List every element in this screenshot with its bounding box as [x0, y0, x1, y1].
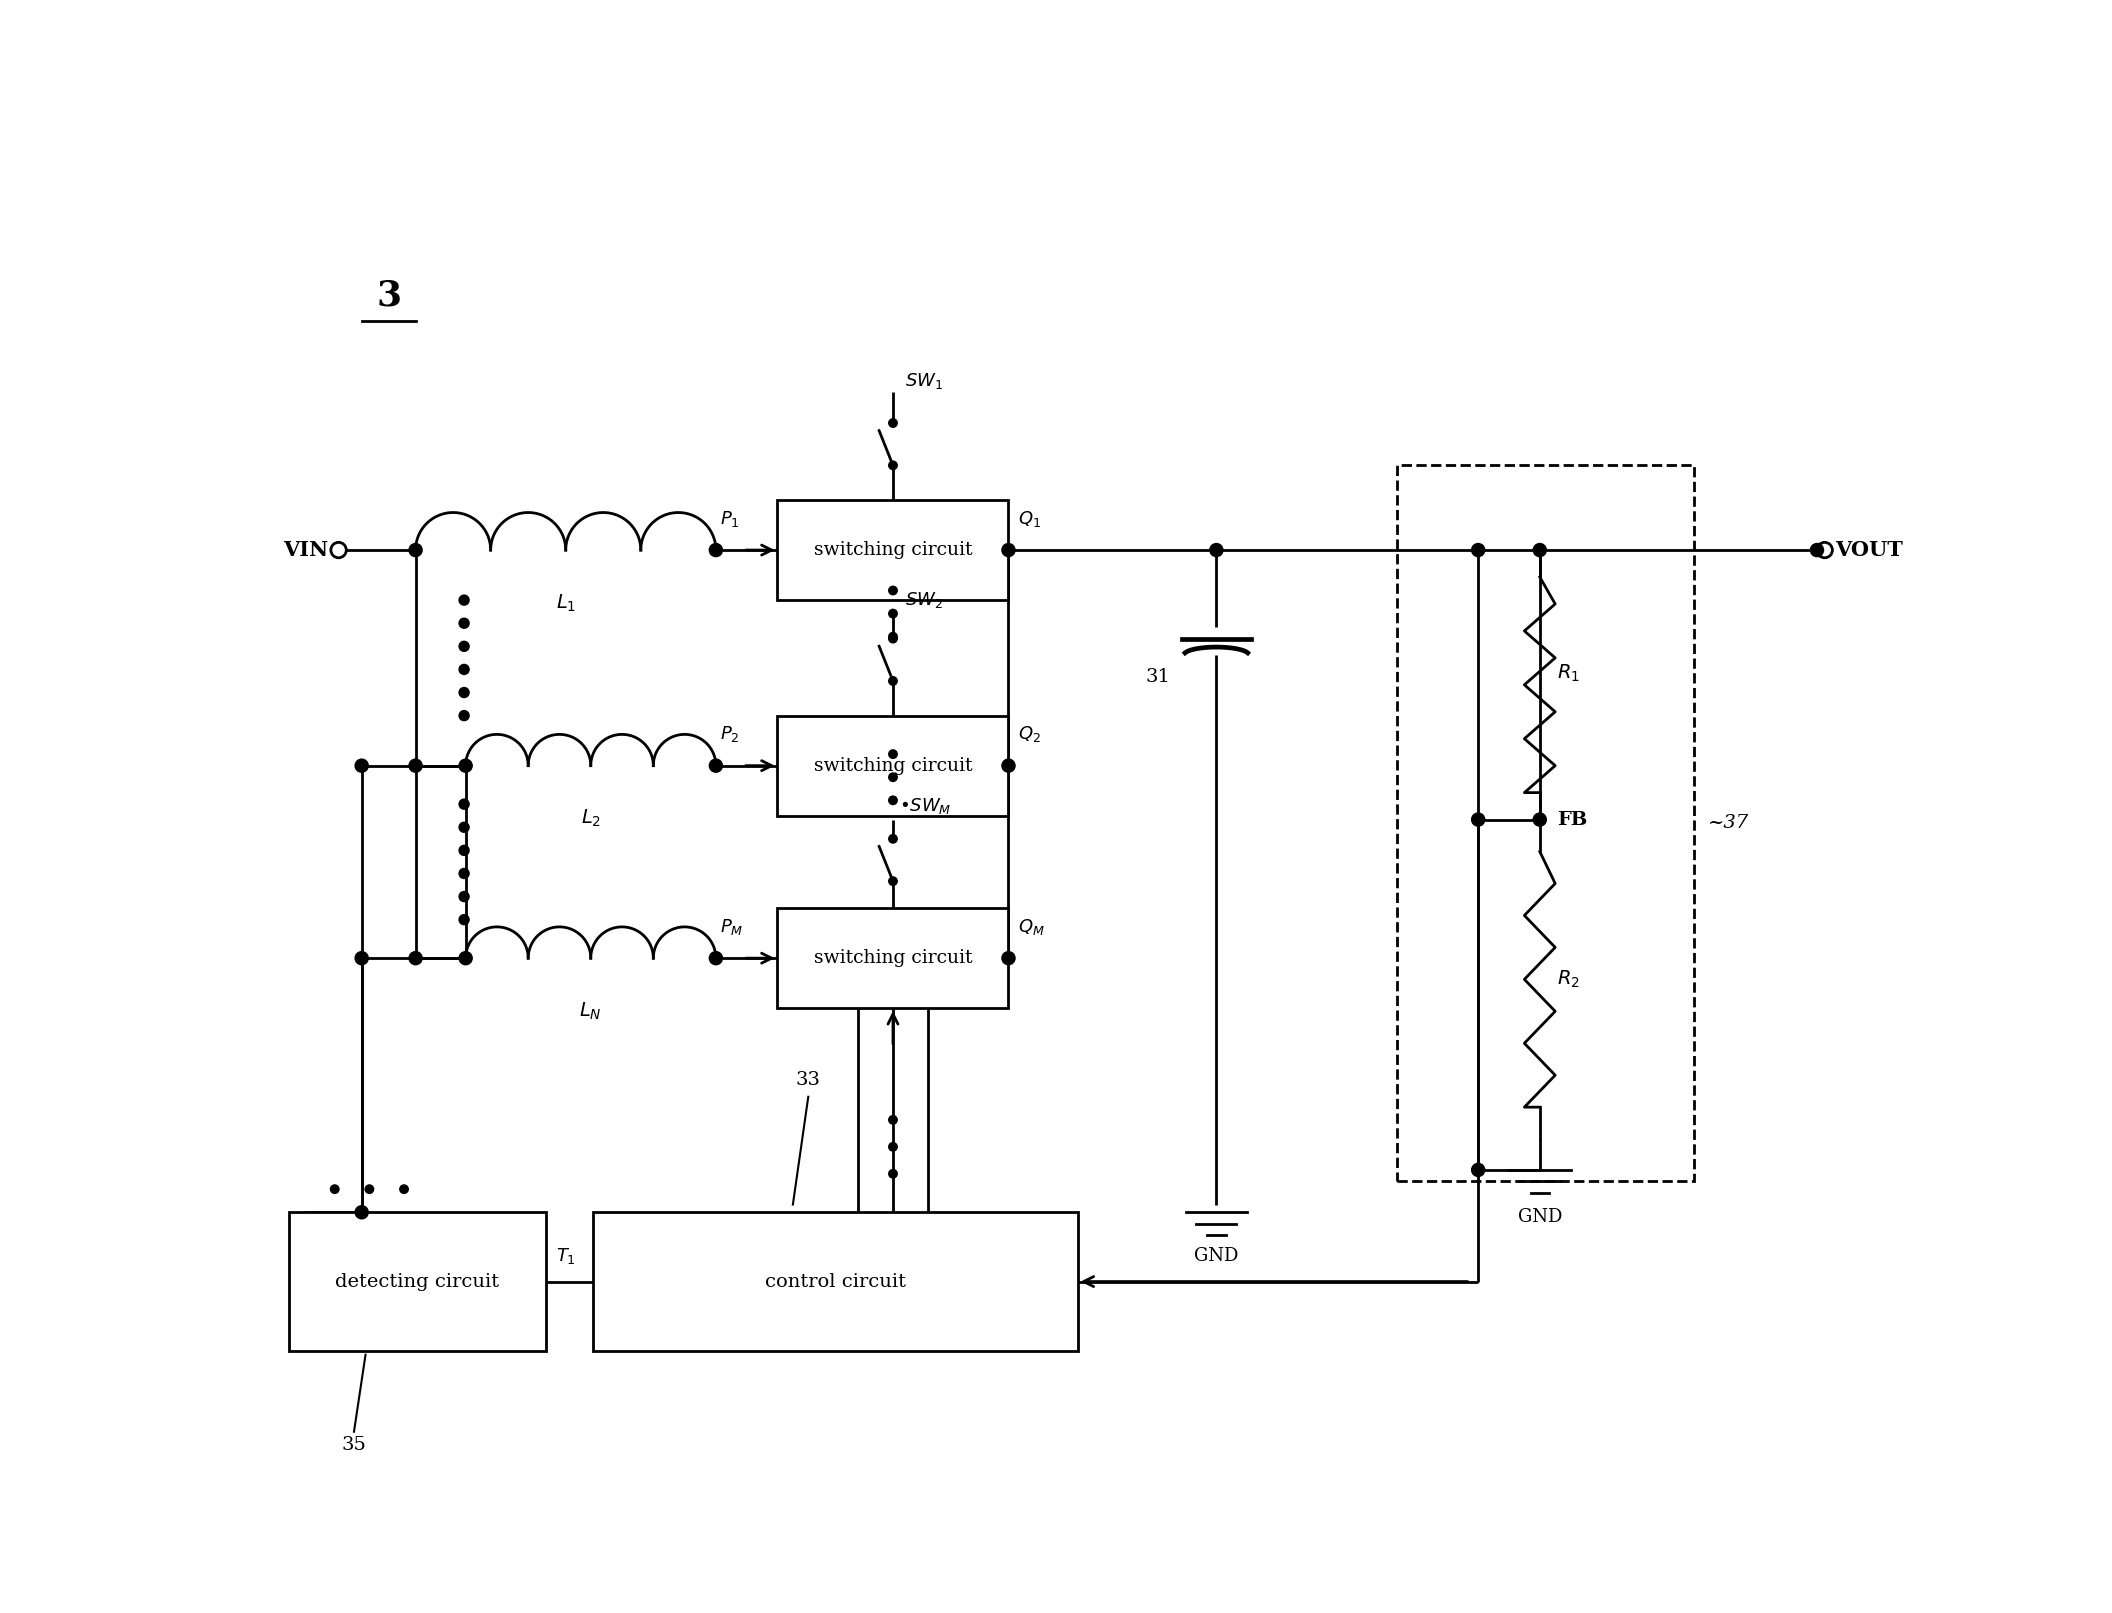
- Text: 33: 33: [796, 1071, 822, 1089]
- Text: $L_N$: $L_N$: [579, 1000, 602, 1021]
- Circle shape: [458, 711, 469, 721]
- Circle shape: [1472, 544, 1485, 556]
- Circle shape: [458, 760, 473, 773]
- Circle shape: [889, 773, 898, 781]
- Text: $L_1$: $L_1$: [555, 592, 577, 613]
- Circle shape: [889, 1169, 898, 1177]
- Circle shape: [1810, 544, 1823, 556]
- Circle shape: [889, 632, 898, 640]
- Circle shape: [458, 618, 469, 627]
- Text: switching circuit: switching circuit: [813, 756, 972, 774]
- Circle shape: [889, 419, 898, 427]
- Text: $L_2$: $L_2$: [581, 808, 600, 829]
- Text: control circuit: control circuit: [765, 1273, 906, 1290]
- Circle shape: [889, 877, 898, 886]
- Text: 3: 3: [376, 279, 401, 313]
- Bar: [593, 1213, 1077, 1350]
- Circle shape: [1472, 1163, 1485, 1176]
- Circle shape: [1210, 544, 1223, 556]
- Text: $SW_1$: $SW_1$: [904, 371, 942, 390]
- Circle shape: [889, 586, 898, 595]
- Circle shape: [710, 544, 722, 556]
- Text: $T_1$: $T_1$: [555, 1247, 577, 1266]
- Circle shape: [1816, 542, 1833, 558]
- Circle shape: [458, 642, 469, 652]
- Circle shape: [458, 952, 473, 965]
- Text: $Q_1$: $Q_1$: [1018, 508, 1041, 529]
- Bar: [1398, 466, 1694, 1181]
- Text: $•SW_M$: $•SW_M$: [900, 797, 953, 816]
- Circle shape: [889, 461, 898, 469]
- Circle shape: [332, 542, 346, 558]
- Bar: [777, 500, 1010, 600]
- Circle shape: [1533, 544, 1546, 556]
- Text: switching circuit: switching circuit: [813, 540, 972, 560]
- Circle shape: [410, 760, 422, 773]
- Circle shape: [1472, 813, 1485, 826]
- Circle shape: [458, 892, 469, 902]
- Text: $P_M$: $P_M$: [720, 916, 743, 937]
- Circle shape: [889, 797, 898, 805]
- Circle shape: [458, 823, 469, 832]
- Text: detecting circuit: detecting circuit: [336, 1273, 501, 1290]
- Circle shape: [410, 952, 422, 965]
- Text: $R_1$: $R_1$: [1557, 663, 1580, 684]
- Circle shape: [889, 834, 898, 844]
- Circle shape: [458, 665, 469, 674]
- Text: 35: 35: [342, 1436, 365, 1453]
- Circle shape: [458, 687, 469, 697]
- Circle shape: [1001, 952, 1016, 965]
- Text: 31: 31: [1145, 668, 1170, 686]
- Circle shape: [458, 868, 469, 879]
- Circle shape: [889, 1116, 898, 1124]
- Circle shape: [458, 845, 469, 855]
- Circle shape: [1533, 813, 1546, 826]
- Circle shape: [889, 1142, 898, 1152]
- Circle shape: [399, 1186, 408, 1194]
- Text: FB: FB: [1557, 811, 1586, 829]
- Text: GND: GND: [1193, 1247, 1238, 1265]
- Bar: [777, 908, 1010, 1008]
- Text: $R_2$: $R_2$: [1557, 969, 1580, 990]
- Text: ~37: ~37: [1709, 815, 1749, 832]
- Circle shape: [889, 677, 898, 686]
- Text: $Q_2$: $Q_2$: [1018, 724, 1041, 744]
- Circle shape: [355, 1207, 367, 1219]
- Text: $SW_2$: $SW_2$: [904, 590, 942, 610]
- Text: VOUT: VOUT: [1835, 540, 1903, 560]
- Circle shape: [355, 760, 367, 773]
- Text: GND: GND: [1519, 1208, 1563, 1226]
- Circle shape: [889, 610, 898, 618]
- Text: $Q_M$: $Q_M$: [1018, 916, 1045, 937]
- Circle shape: [458, 915, 469, 924]
- Text: $P_1$: $P_1$: [720, 508, 739, 529]
- Text: switching circuit: switching circuit: [813, 948, 972, 968]
- Circle shape: [458, 798, 469, 810]
- Circle shape: [355, 952, 367, 965]
- Circle shape: [710, 760, 722, 773]
- Text: $P_2$: $P_2$: [720, 724, 739, 744]
- Circle shape: [329, 1186, 338, 1194]
- Text: VIN: VIN: [283, 540, 329, 560]
- Circle shape: [458, 595, 469, 605]
- Bar: [777, 716, 1010, 816]
- Circle shape: [710, 952, 722, 965]
- Circle shape: [889, 750, 898, 758]
- Circle shape: [365, 1186, 374, 1194]
- Circle shape: [889, 634, 898, 644]
- Circle shape: [1001, 760, 1016, 773]
- Bar: [289, 1213, 547, 1350]
- Circle shape: [1001, 544, 1016, 556]
- Circle shape: [410, 544, 422, 556]
